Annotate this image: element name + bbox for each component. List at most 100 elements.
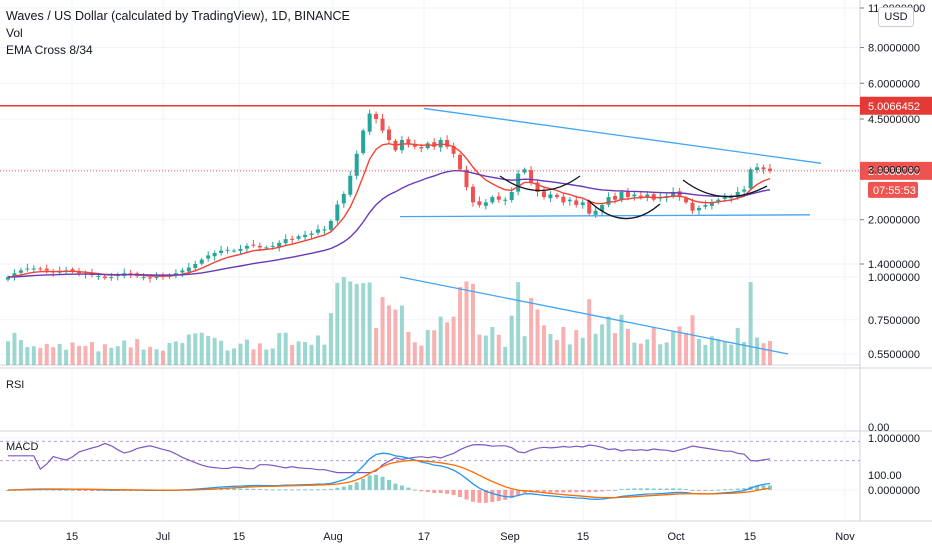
volume-bar (328, 313, 333, 365)
macd-histogram-bar (755, 485, 760, 490)
macd-histogram-bar (264, 489, 269, 491)
volume-bar (109, 347, 114, 365)
volume-bar (399, 305, 404, 365)
volume-bar (432, 330, 437, 365)
macd-histogram-bar (580, 490, 585, 492)
macd-pane-title[interactable]: MACD (6, 441, 39, 453)
macd-histogram-bar (270, 489, 275, 491)
rsi-pane-title[interactable]: RSI (6, 379, 25, 391)
macd-histogram-bar (399, 485, 404, 490)
volume-bar (283, 332, 288, 365)
volume-bar (761, 343, 766, 365)
volume-bar (548, 333, 553, 365)
volume-bar (83, 346, 88, 365)
volume-bar (128, 347, 133, 365)
currency-button[interactable]: USD (878, 7, 914, 27)
volume-bar (412, 342, 417, 365)
last-price-label: 2.9638080 (868, 166, 920, 178)
macd-histogram-bar (767, 485, 773, 490)
volume-bar (445, 322, 450, 365)
macd-histogram-bar (638, 488, 643, 490)
volume-bar (25, 346, 30, 365)
indicator-volume-label[interactable]: Vol (6, 26, 23, 40)
macd-histogram-bar (632, 488, 637, 490)
volume-bar (696, 338, 701, 365)
macd-histogram-bar (619, 488, 624, 490)
volume-bar (587, 299, 592, 365)
volume-bar (38, 347, 43, 365)
candle-body (696, 207, 701, 211)
volume-bar (735, 327, 740, 365)
macd-histogram-bar (283, 489, 288, 491)
volume-trendline (399, 276, 789, 355)
volume-bar (632, 342, 637, 365)
macd-histogram-bar (477, 490, 482, 503)
candle-body (613, 195, 618, 200)
macd-tick-label: 0.0000000 (868, 485, 920, 497)
last-price-tag (860, 161, 932, 180)
volume-bar (341, 277, 346, 365)
volume-bar (645, 339, 650, 365)
candle-body (541, 191, 546, 198)
macd-histogram-bar (522, 490, 527, 493)
candle-body (477, 201, 482, 206)
candle-body (451, 145, 456, 154)
volume-bar (44, 343, 49, 365)
price-tick-label: 8.0000000 (868, 43, 920, 55)
candle-body (496, 196, 501, 200)
candle-body (361, 130, 366, 154)
macd-histogram-bar (322, 489, 327, 491)
macd-histogram-bar (645, 488, 650, 490)
volume-bar (244, 339, 249, 365)
candle-body (742, 189, 747, 192)
candle-body (483, 202, 488, 206)
candle-body (690, 202, 695, 211)
macd-histogram-bar (722, 489, 727, 491)
candle-body (516, 173, 521, 192)
indicator-ema-label[interactable]: EMA Cross 8/34 (6, 43, 93, 57)
volume-bar (303, 342, 308, 365)
macd-histogram-bar (574, 490, 579, 493)
candle-body (18, 270, 23, 273)
volume-bar (703, 344, 708, 365)
macd-histogram-bar (671, 488, 676, 490)
volume-bar (606, 316, 611, 365)
volume-bar (154, 349, 159, 365)
candle-body (574, 200, 579, 206)
candle-body (490, 197, 495, 203)
volume-bar (193, 333, 198, 365)
macd-histogram-bar (761, 485, 766, 490)
candle-body (5, 277, 11, 280)
volume-bar (690, 315, 695, 365)
time-tick-label: Oct (667, 531, 684, 543)
candle-body (554, 194, 559, 198)
volume-bar (567, 344, 572, 365)
candle-body (716, 199, 721, 203)
volume-bar (199, 332, 204, 365)
price-tick-label: 6.0000000 (868, 78, 920, 90)
macd-histogram-bar (613, 489, 618, 491)
candle-body (212, 252, 217, 257)
volume-bar (522, 336, 527, 365)
macd-histogram-bar (709, 489, 714, 491)
volume-bar (270, 348, 275, 365)
macd-histogram-bar (742, 488, 747, 490)
chart-legend: Waves / US Dollar (calculated by Trading… (6, 8, 350, 59)
symbol-title[interactable]: Waves / US Dollar (calculated by Trading… (6, 9, 350, 23)
candle-body (341, 193, 346, 204)
price-tick-label: 2.0000000 (868, 215, 920, 227)
candle-body (445, 139, 450, 147)
candle-body (619, 191, 624, 201)
volume-bar (374, 328, 379, 365)
macd-histogram-bar (548, 490, 553, 493)
volume-bar (458, 286, 463, 365)
candle-body (548, 194, 553, 199)
resistance-price-tag (860, 96, 932, 115)
macd-histogram-bar (658, 488, 663, 490)
candle-body (587, 201, 592, 214)
candle-body (729, 197, 734, 199)
candle-body (206, 255, 211, 259)
candle-body (567, 199, 572, 202)
macd-histogram-bar (509, 490, 514, 499)
volume-bar (684, 332, 689, 365)
